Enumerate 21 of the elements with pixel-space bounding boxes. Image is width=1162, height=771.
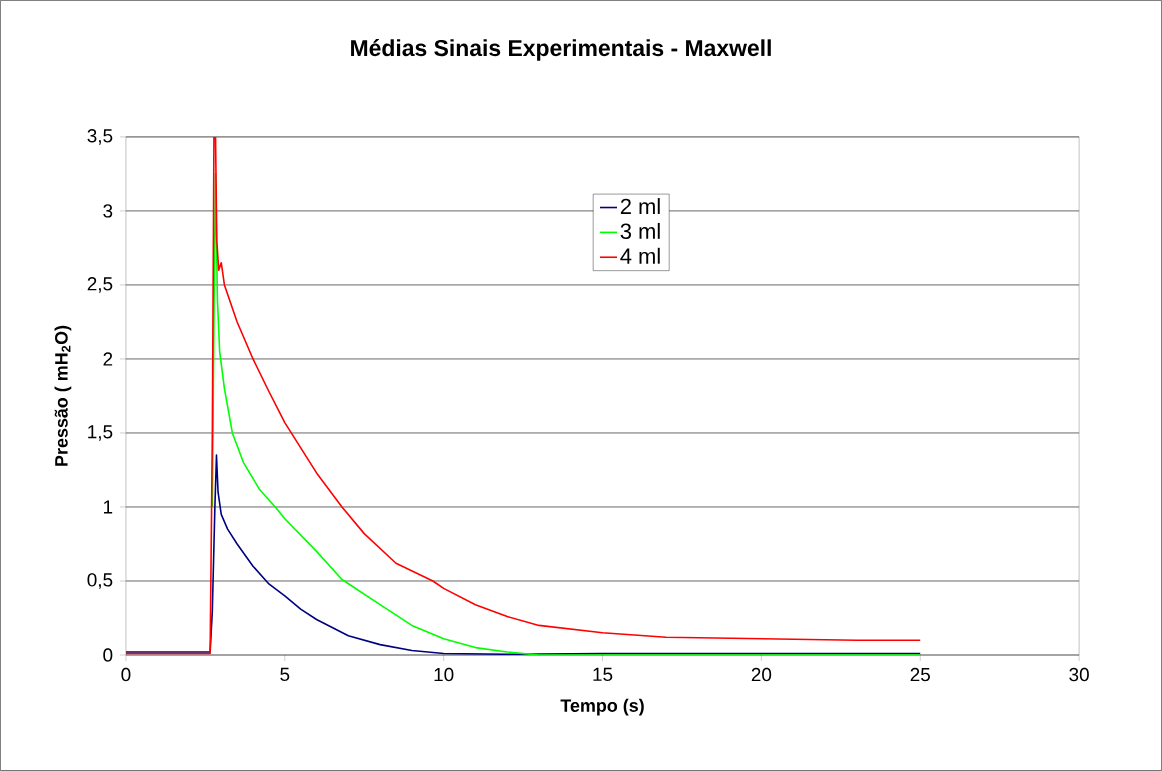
y-tick-label: 3,5 bbox=[87, 129, 113, 145]
y-tick-label: 1 bbox=[103, 500, 113, 514]
x-axis-title: Tempo (s) bbox=[560, 698, 644, 716]
y-tick-label: 0 bbox=[103, 648, 113, 662]
legend-label: 3 ml bbox=[620, 222, 660, 240]
x-tick-label: 20 bbox=[751, 667, 772, 682]
x-tick-label: 5 bbox=[280, 667, 290, 682]
x-tick-label: 30 bbox=[1069, 667, 1089, 682]
chart-title: Médias Sinais Experimentais - Maxwell bbox=[351, 39, 771, 61]
legend-label: 4 ml bbox=[620, 247, 660, 264]
x-tick-label: 0 bbox=[121, 667, 131, 682]
x-tick-label: 25 bbox=[910, 667, 930, 682]
y-tick-label: 1,5 bbox=[88, 425, 113, 441]
y-tick-label: 2,5 bbox=[87, 277, 113, 293]
y-tick-label: 0,5 bbox=[87, 573, 113, 589]
x-tick-label: 10 bbox=[434, 667, 454, 682]
y-tick-label: 3 bbox=[103, 204, 113, 218]
y-tick-label: 2 bbox=[103, 352, 113, 366]
y-axis-title: Pressão ( mH$_{2}$O) bbox=[54, 325, 72, 466]
legend-label: 2 ml bbox=[620, 198, 660, 214]
x-tick-label: 15 bbox=[593, 667, 613, 682]
